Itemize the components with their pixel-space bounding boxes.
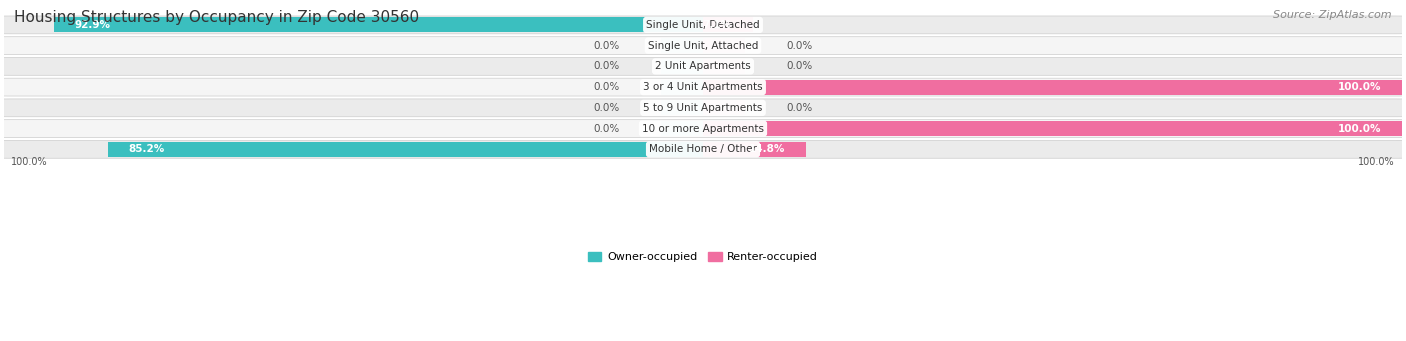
Text: 100.0%: 100.0% [1337,82,1381,92]
Bar [108,142,703,157]
Text: Housing Structures by Occupancy in Zip Code 30560: Housing Structures by Occupancy in Zip C… [14,10,419,25]
Bar [703,142,807,157]
Bar [703,17,752,32]
Bar [661,100,703,115]
Text: 0.0%: 0.0% [593,41,619,51]
Bar [703,38,745,53]
Text: 0.0%: 0.0% [593,61,619,71]
Text: 0.0%: 0.0% [593,123,619,134]
Text: 5 to 9 Unit Apartments: 5 to 9 Unit Apartments [644,103,762,113]
Legend: Owner-occupied, Renter-occupied: Owner-occupied, Renter-occupied [583,248,823,267]
Text: 100.0%: 100.0% [1337,123,1381,134]
Bar [703,121,1402,136]
Bar [703,80,1402,94]
FancyBboxPatch shape [0,37,1406,55]
Bar [661,121,703,136]
FancyBboxPatch shape [0,16,1406,34]
FancyBboxPatch shape [0,120,1406,137]
Text: 0.0%: 0.0% [787,103,813,113]
Text: 100.0%: 100.0% [11,157,48,167]
FancyBboxPatch shape [0,58,1406,75]
Text: 0.0%: 0.0% [593,103,619,113]
Text: Source: ZipAtlas.com: Source: ZipAtlas.com [1274,10,1392,20]
Text: 0.0%: 0.0% [787,41,813,51]
Text: Mobile Home / Other: Mobile Home / Other [650,144,756,154]
FancyBboxPatch shape [0,140,1406,158]
FancyBboxPatch shape [0,78,1406,96]
Text: 2 Unit Apartments: 2 Unit Apartments [655,61,751,71]
Bar [661,59,703,74]
Text: 0.0%: 0.0% [593,82,619,92]
Bar [661,38,703,53]
Bar [703,100,745,115]
Text: 14.8%: 14.8% [749,144,786,154]
Text: 92.9%: 92.9% [75,20,111,30]
FancyBboxPatch shape [0,99,1406,117]
Text: 100.0%: 100.0% [1358,157,1395,167]
Text: 10 or more Apartments: 10 or more Apartments [643,123,763,134]
Bar [53,17,703,32]
Text: 85.2%: 85.2% [128,144,165,154]
Bar [703,59,745,74]
Text: 3 or 4 Unit Apartments: 3 or 4 Unit Apartments [643,82,763,92]
Text: 7.1%: 7.1% [703,20,731,30]
Text: 0.0%: 0.0% [787,61,813,71]
Bar [661,80,703,94]
Text: Single Unit, Attached: Single Unit, Attached [648,41,758,51]
Text: Single Unit, Detached: Single Unit, Detached [647,20,759,30]
